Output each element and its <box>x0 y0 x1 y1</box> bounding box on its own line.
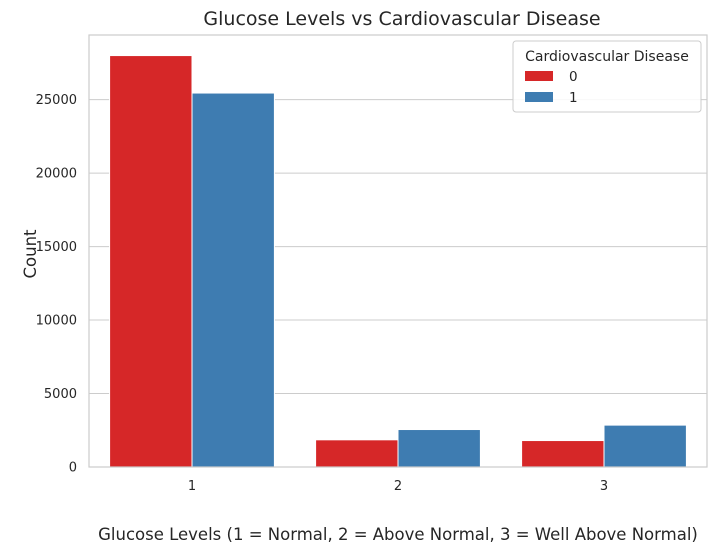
x-tick-label: 3 <box>600 479 608 494</box>
legend-label-1: 1 <box>569 90 578 106</box>
bar-series-0-category-3 <box>521 440 605 468</box>
legend: Cardiovascular Disease 0 1 <box>512 40 702 113</box>
y-tick-label: 0 <box>69 461 77 476</box>
bar-series-0-category-1 <box>109 55 193 468</box>
y-tick-label: 10000 <box>36 314 77 329</box>
y-tick-label: 15000 <box>36 240 77 255</box>
bar-series-0-category-2 <box>315 439 399 468</box>
bar-series-1-category-1 <box>191 92 275 468</box>
y-tick-label: 20000 <box>36 167 77 182</box>
x-tick-label: 2 <box>394 479 402 494</box>
bar-series-1-category-3 <box>603 424 687 468</box>
x-tick-labels: 1 2 3 <box>188 479 608 494</box>
chart-title: Glucose Levels vs Cardiovascular Disease <box>203 8 600 30</box>
y-tick-label: 25000 <box>36 93 77 108</box>
y-axis-label: Count <box>21 229 40 279</box>
x-tick-label: 1 <box>188 479 196 494</box>
bars <box>109 55 687 468</box>
x-axis-label: Glucose Levels (1 = Normal, 2 = Above No… <box>98 525 698 544</box>
legend-title: Cardiovascular Disease <box>525 49 689 65</box>
legend-frame <box>512 40 702 113</box>
plot-frame <box>88 34 708 468</box>
y-tick-label: 5000 <box>44 387 77 402</box>
bar-series-1-category-2 <box>397 429 481 468</box>
legend-swatch-0 <box>525 71 553 81</box>
y-tick-labels: 0 5000 10000 15000 20000 25000 <box>36 93 77 475</box>
legend-label-0: 0 <box>569 69 578 85</box>
legend-swatch-1 <box>525 92 553 102</box>
